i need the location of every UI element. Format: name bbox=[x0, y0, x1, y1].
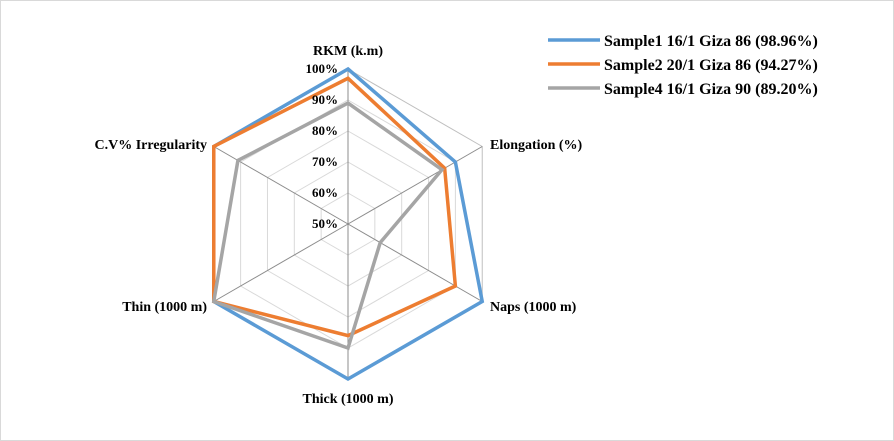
tick-label: 70% bbox=[312, 154, 338, 169]
tick-label: 90% bbox=[312, 92, 338, 107]
series-line-2 bbox=[212, 76, 458, 338]
radar-spokes bbox=[213, 69, 483, 379]
axis-label: Thin (1000 m) bbox=[122, 300, 207, 315]
axis-label: Elongation (%) bbox=[490, 138, 583, 153]
spoke-line bbox=[213, 223, 349, 302]
radar-series bbox=[211, 66, 485, 382]
spoke-line bbox=[213, 146, 349, 225]
tick-label: 80% bbox=[312, 123, 338, 138]
tick-label: 100% bbox=[306, 61, 339, 76]
axis-labels: RKM (k.m) Elongation (%) Naps (1000 m) Thic… bbox=[95, 44, 583, 407]
legend-entry: Sample4 16/1 Giza 90 (89.20%) bbox=[604, 81, 818, 98]
legend-entry: Sample2 20/1 Giza 86 (94.27%) bbox=[604, 57, 818, 74]
axis-label: RKM (k.m) bbox=[313, 44, 383, 59]
tick-label: 60% bbox=[312, 185, 338, 200]
tick-label: 50% bbox=[312, 216, 338, 231]
radial-tick-labels: 50% 60% 70% 80% 90% 100% bbox=[306, 61, 339, 231]
series-line-3 bbox=[211, 101, 445, 351]
legend: Sample1 16/1 Giza 86 (98.96%) Sample2 20/… bbox=[548, 33, 818, 98]
axis-label: Naps (1000 m) bbox=[490, 300, 577, 315]
axis-label: Thick (1000 m) bbox=[303, 392, 394, 407]
axis-label: C.V% Irregularity bbox=[95, 138, 208, 153]
spoke-line bbox=[347, 146, 483, 225]
spoke-line bbox=[347, 223, 483, 302]
legend-entry: Sample1 16/1 Giza 86 (98.96%) bbox=[604, 33, 818, 50]
